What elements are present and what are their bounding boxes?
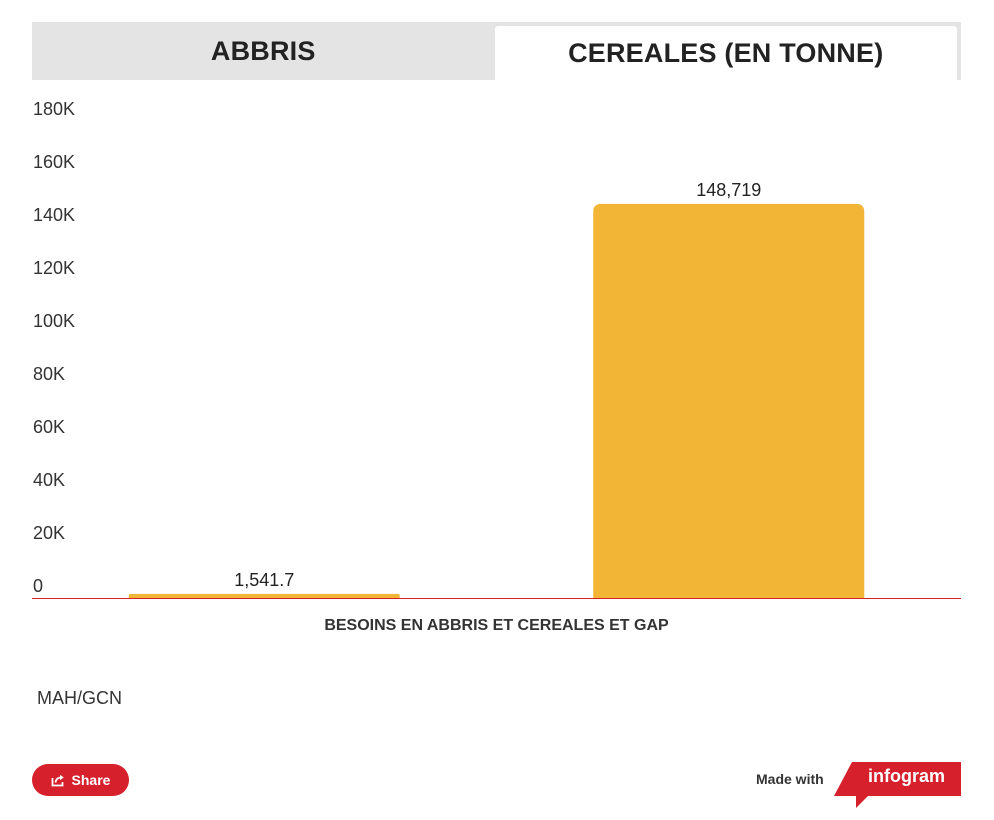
y-tick-label: 80K xyxy=(33,364,65,384)
brand-name: infogram xyxy=(868,766,946,786)
y-tick-label: 40K xyxy=(33,470,65,490)
tab-bar: ABBRIS CEREALES (EN TONNE) xyxy=(32,22,961,80)
infogram-logo[interactable]: infogram xyxy=(834,762,961,808)
data-label: 1,541.7 xyxy=(234,570,294,590)
tab-cereales[interactable]: CEREALES (EN TONNE) xyxy=(494,26,957,80)
tab-abbris[interactable]: ABBRIS xyxy=(210,35,316,66)
y-tick-label: 100K xyxy=(33,311,75,331)
data-label: 148,719 xyxy=(696,180,761,200)
source-note: MAH/GCN xyxy=(37,688,122,708)
bar-chart: 0 20K 40K 60K 80K 100K 120K 140K 160K 180K 1,541.7… xyxy=(32,99,961,599)
bar xyxy=(128,593,400,598)
y-tick-label: 160K xyxy=(33,152,75,172)
made-with-label: Made with xyxy=(756,771,824,787)
x-axis-title: BESOINS EN ABBRIS ET CEREALES ET GAP xyxy=(324,617,669,634)
y-tick-label: 120K xyxy=(33,258,75,278)
share-label: Share xyxy=(71,772,111,788)
y-tick-label: 60K xyxy=(33,417,65,437)
y-tick-label: 180K xyxy=(33,99,75,119)
share-icon xyxy=(51,774,65,787)
y-tick-label: 140K xyxy=(33,205,75,225)
y-tick-label: 0 xyxy=(33,576,43,596)
y-tick-label: 20K xyxy=(33,523,65,543)
bar xyxy=(593,203,865,598)
share-button[interactable]: Share xyxy=(32,764,129,796)
